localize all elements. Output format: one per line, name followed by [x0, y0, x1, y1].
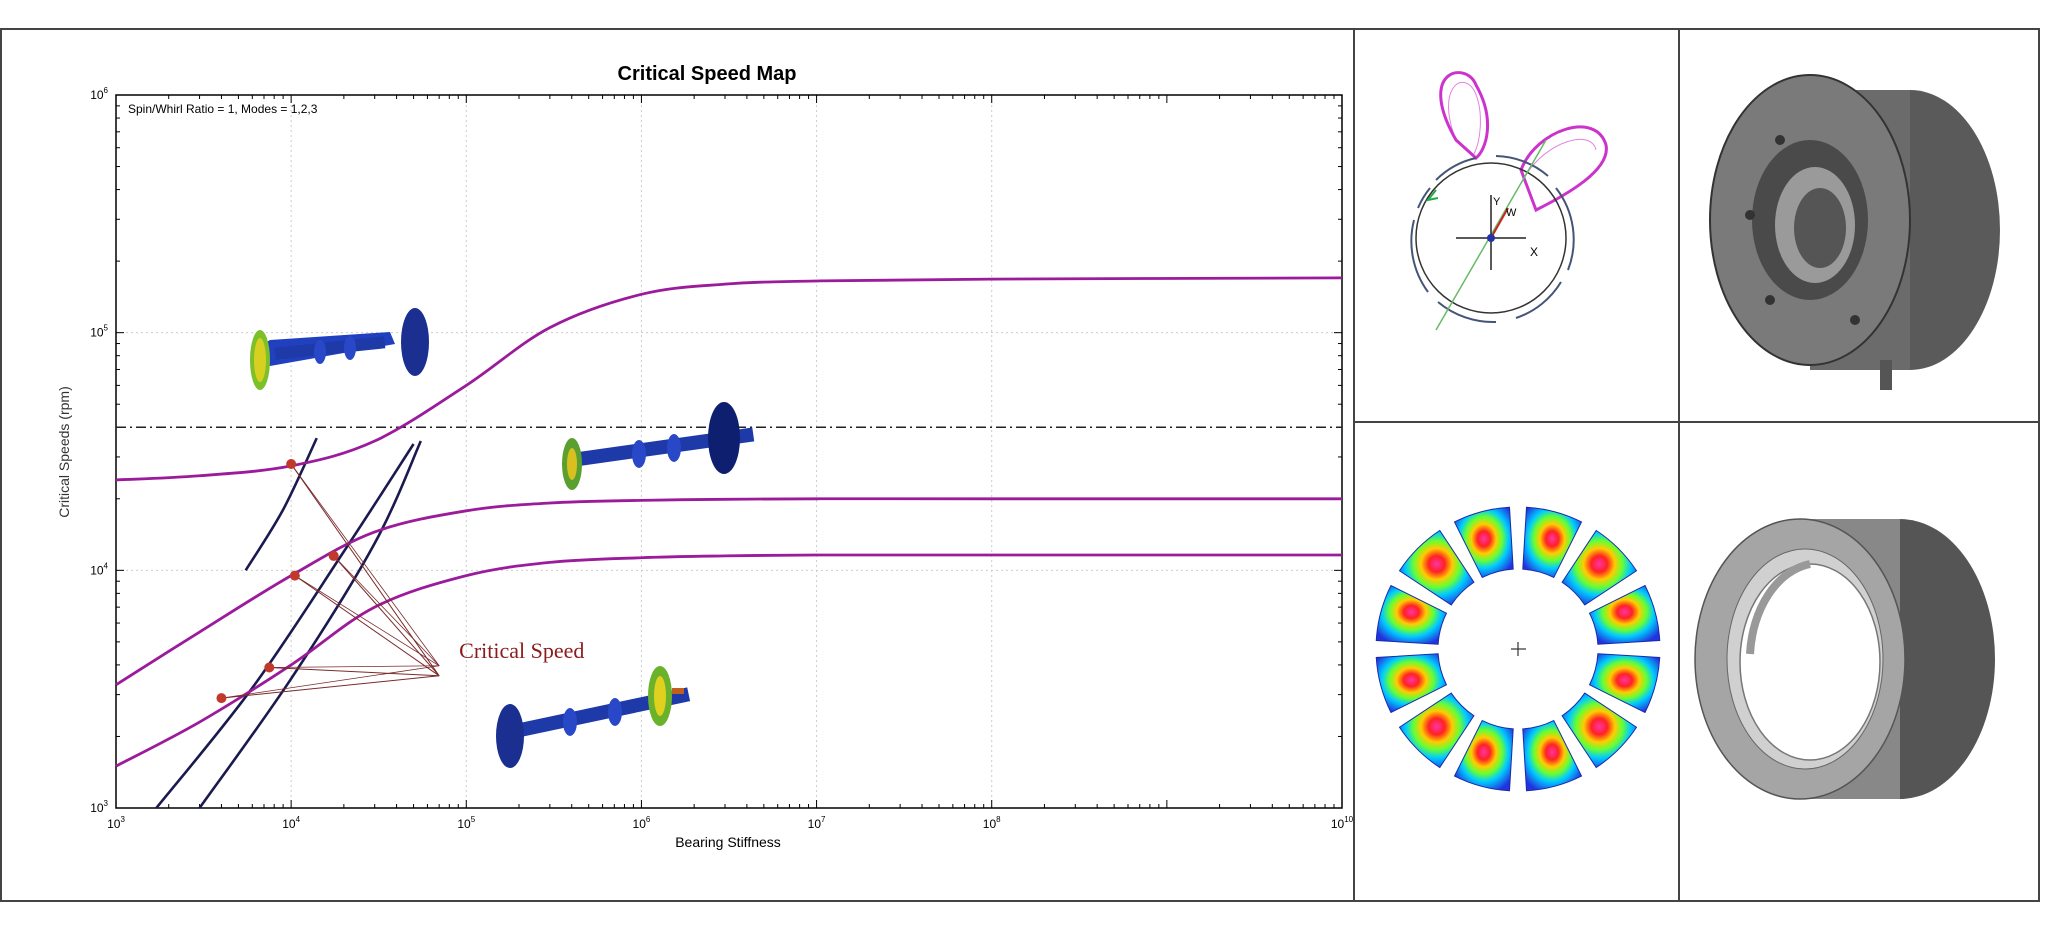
stiffness-lines	[155, 437, 422, 809]
panel-divider-right	[1678, 28, 1680, 902]
x-tick-label: 106	[633, 815, 651, 831]
y-tick-label: 103	[90, 799, 108, 815]
x-tick-label: 107	[808, 815, 826, 831]
rotor-mode-image-2	[562, 402, 755, 490]
critical-point	[216, 693, 227, 704]
pressure-pad	[1588, 653, 1661, 714]
callout-leader-line	[221, 665, 440, 699]
pad-pressure-lobes	[1439, 71, 1608, 213]
callout-leader-line	[333, 555, 440, 677]
rotor-mode-image-1	[250, 308, 429, 390]
panel-divider-left	[1353, 28, 1355, 902]
pressure-pad	[1375, 653, 1448, 714]
pressure-pad	[1398, 529, 1475, 606]
callout-leader-line	[269, 665, 440, 668]
panel-divider-middle	[1353, 421, 2040, 423]
stiffness-line-3	[244, 437, 318, 572]
pressure-contour-plot	[1375, 506, 1661, 792]
x-tick-label: 108	[983, 815, 1001, 831]
critical-point	[328, 550, 339, 561]
bearing-render-bottom	[1694, 518, 1995, 800]
critical-point	[289, 570, 300, 581]
chart-annotation: Spin/Whirl Ratio = 1, Modes = 1,2,3	[128, 102, 318, 116]
callout-leader-line	[294, 575, 440, 667]
callout-leader-line	[294, 575, 440, 677]
critical-speed-callout: Critical Speed	[459, 638, 584, 663]
rotor-mode-image-3	[496, 666, 691, 768]
pressure-pad	[1522, 719, 1583, 792]
chart-title: Critical Speed Map	[618, 63, 797, 85]
critical-points	[216, 459, 339, 704]
pressure-pad	[1588, 584, 1661, 645]
x-axis-label: Bearing Stiffness	[675, 834, 781, 850]
x-tick-label: 104	[282, 815, 300, 831]
pressure-pad	[1375, 584, 1448, 645]
critical-speed-map-chart: Critical Speed Map 103 104 105 106 107 108 101…	[56, 63, 1354, 850]
pressure-pad	[1561, 529, 1638, 606]
y-tick-label: 105	[90, 324, 108, 340]
pressure-pad	[1522, 506, 1583, 579]
critical-point	[264, 662, 275, 673]
stiffness-line-2	[198, 440, 422, 809]
bearing-pad-plot: X Y W	[1410, 71, 1608, 331]
pressure-pad	[1398, 692, 1475, 769]
critical-speed-curve-1	[115, 553, 1342, 768]
bearing-housing-3d-icon	[1709, 74, 2000, 390]
pressure-pad	[1453, 719, 1514, 792]
bearing-render-top	[1709, 74, 2000, 390]
figure-frame	[0, 28, 2040, 902]
axis-ticks	[115, 95, 1342, 809]
critical-speed-curve-2	[115, 497, 1342, 686]
y-tick-label: 106	[90, 86, 108, 102]
callout-leader-line	[333, 555, 440, 667]
callout-leader-line	[290, 463, 440, 677]
plot-area	[115, 94, 1343, 809]
critical-speed-curves	[115, 276, 1343, 768]
y-tick-label: 104	[90, 561, 108, 577]
critical-point	[286, 459, 297, 470]
callout-leader-line	[290, 463, 440, 667]
callout-leader-line	[221, 675, 440, 699]
x-tick-label: 103	[107, 815, 125, 831]
callout-leader-line	[269, 667, 440, 677]
bearing-pads	[1410, 155, 1575, 324]
axis-w-label: W	[1506, 207, 1517, 219]
critical-speed-curve-3	[115, 276, 1343, 482]
y-axis-label: Critical Speeds (rpm)	[56, 386, 72, 517]
x-tick-label: 105	[457, 815, 475, 831]
pressure-pad	[1453, 506, 1514, 579]
foil-bearing-3d-icon	[1694, 518, 1995, 800]
x-tick-label: 1010	[1331, 815, 1354, 831]
pressure-pads	[1375, 506, 1661, 792]
journal-circle	[1415, 162, 1567, 314]
callout-leader-lines	[221, 463, 440, 699]
pressure-pad	[1561, 692, 1638, 769]
axis-tick-labels: 103 104 105 106 107 108 1010 103 104 105 106	[90, 86, 1353, 831]
axis-y-label: Y	[1493, 196, 1501, 208]
axis-x-label: X	[1530, 245, 1538, 259]
stiffness-line-1	[155, 443, 415, 809]
